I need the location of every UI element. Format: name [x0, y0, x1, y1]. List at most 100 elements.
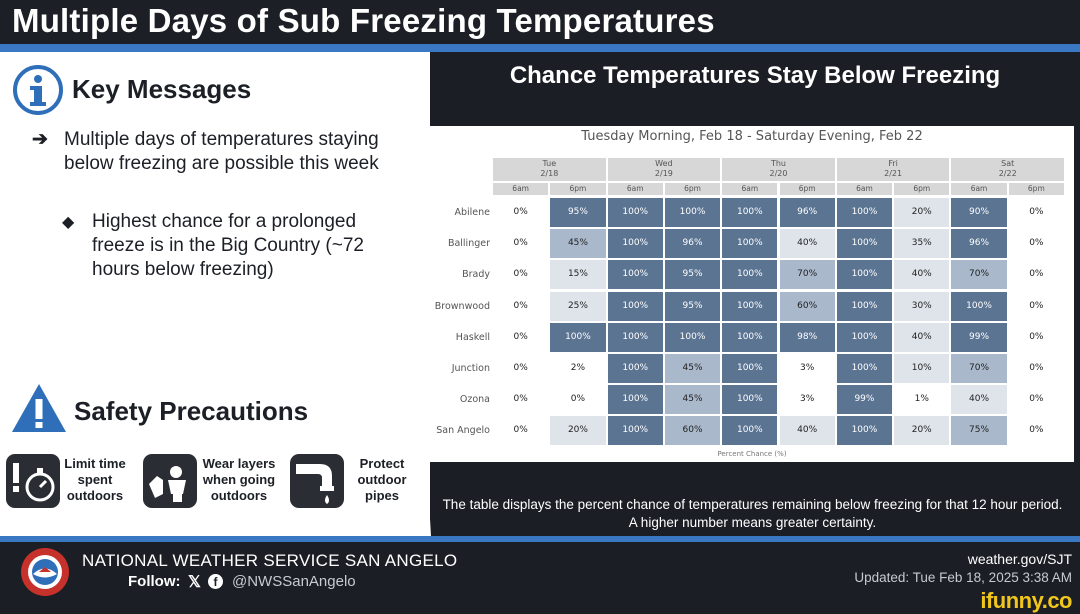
day-header: Sat 2/22 — [951, 158, 1064, 181]
table-cell: 0% — [1008, 354, 1064, 383]
table-cell: 0% — [493, 385, 549, 415]
facebook-icon[interactable]: f — [208, 574, 223, 589]
table-cell: 40% — [894, 260, 950, 290]
day-header: Tue 2/18 — [493, 158, 606, 181]
table-cell: 100% — [722, 322, 778, 352]
social-handle[interactable]: @NWSSanAngelo — [232, 573, 356, 590]
tip-wear-layers: Wear layers when going outdoors — [143, 452, 283, 510]
table-cell: 30% — [894, 291, 950, 321]
table-cell: 100% — [607, 198, 663, 227]
tip-label: Wear layers when going outdoors — [202, 456, 276, 503]
table-cell: 45% — [550, 229, 606, 259]
table-cell: 100% — [836, 229, 893, 259]
table-cell: 40% — [951, 385, 1007, 415]
table-cell: 0% — [493, 260, 549, 290]
table-cell: 10% — [894, 354, 950, 383]
table-cell: 100% — [951, 291, 1007, 321]
key-message-text: Multiple days of temperatures staying be… — [64, 129, 379, 174]
key-messages-panel — [0, 52, 430, 536]
table-footer-label: Percent Chance (%) — [717, 450, 787, 458]
table-cell: 100% — [607, 260, 663, 290]
table-cell: 40% — [779, 416, 835, 446]
table-cell: 100% — [722, 229, 778, 259]
table-cell: 45% — [664, 354, 721, 383]
table-cell: 0% — [1008, 198, 1064, 227]
table-cell: 95% — [550, 198, 606, 227]
website-link[interactable]: weather.gov/SJT — [967, 551, 1072, 567]
table-cell: 60% — [664, 416, 721, 446]
table-cell: 100% — [607, 229, 663, 259]
table-cell: 70% — [779, 260, 835, 290]
clothing-icon — [143, 454, 197, 508]
x-social-icon[interactable]: 𝕏 — [188, 574, 201, 591]
tip-protect-pipes: Protect outdoor pipes — [290, 452, 415, 510]
table-cell: 0% — [493, 354, 549, 383]
period-header: 6pm — [550, 183, 606, 195]
table-cell: 0% — [1008, 229, 1064, 259]
diamond-bullet-icon: ◆ — [62, 214, 75, 231]
pipe-icon — [290, 454, 344, 508]
table-cell: 100% — [607, 416, 663, 446]
table-cell: 0% — [550, 385, 606, 415]
table-cell: 95% — [664, 260, 721, 290]
key-message-subtext: Highest chance for a prolonged freeze is… — [92, 211, 364, 280]
table-cell: 100% — [836, 322, 893, 352]
table-cell: 100% — [836, 354, 893, 383]
location-label: Ballinger — [447, 238, 490, 250]
location-label: San Angelo — [436, 425, 490, 437]
arrow-bullet-icon: ➔ — [32, 129, 48, 150]
table-cell: 0% — [493, 198, 549, 227]
tip-label: Limit time spent outdoors — [64, 456, 126, 503]
period-header: 6am — [493, 183, 549, 195]
table-cell: 100% — [607, 354, 663, 383]
table-cell: 40% — [779, 229, 835, 259]
warning-icon — [12, 384, 66, 432]
table-cell: 2% — [550, 354, 606, 383]
period-header: 6pm — [779, 183, 835, 195]
accent-strip-bottom — [0, 536, 1080, 542]
table-cell: 100% — [722, 198, 778, 227]
location-label: Brownwood — [434, 300, 490, 312]
table-cell: 100% — [550, 322, 606, 352]
follow-label: Follow: — [128, 573, 181, 590]
watermark: ifunny.co — [980, 588, 1072, 613]
period-header: 6am — [722, 183, 778, 195]
office-name: NATIONAL WEATHER SERVICE SAN ANGELO — [82, 551, 458, 570]
table-cell: 99% — [836, 385, 893, 415]
table-cell: 100% — [607, 385, 663, 415]
table-cell: 95% — [664, 291, 721, 321]
chart-caption: The table displays the percent chance of… — [442, 497, 1063, 530]
location-label: Junction — [451, 363, 490, 374]
stopwatch-icon — [6, 454, 60, 508]
table-cell: 100% — [836, 291, 893, 321]
table-cell: 100% — [722, 260, 778, 290]
period-header: 6pm — [1008, 183, 1064, 195]
day-header: Thu 2/20 — [722, 158, 835, 181]
title-bar: Multiple Days of Sub Freezing Temperatur… — [0, 0, 1080, 44]
day-header: Fri 2/21 — [836, 158, 950, 181]
table-cell: 90% — [951, 198, 1007, 227]
table-cell: 0% — [1008, 385, 1064, 415]
table-cell: 0% — [1008, 291, 1064, 321]
table-cell: 100% — [664, 322, 721, 352]
table-cell: 25% — [550, 291, 606, 321]
table-cell: 98% — [779, 322, 835, 352]
table-cell: 0% — [493, 322, 549, 352]
table-cell: 1% — [894, 385, 950, 415]
table-cell: 0% — [493, 291, 549, 321]
table-cell: 100% — [836, 416, 893, 446]
table-cell: 96% — [664, 229, 721, 259]
page-title: Multiple Days of Sub Freezing Temperatur… — [12, 2, 715, 39]
freeze-chance-table: Tuesday Morning, Feb 18 - Saturday Eveni… — [430, 126, 1074, 462]
table-cell: 3% — [779, 354, 835, 383]
table-cell: 100% — [722, 291, 778, 321]
updated-timestamp: Updated: Tue Feb 18, 2025 3:38 AM — [854, 570, 1072, 585]
table-cell: 0% — [1008, 416, 1064, 446]
location-label: Abilene — [454, 207, 490, 218]
location-label: Brady — [462, 269, 490, 281]
table-cell: 40% — [894, 322, 950, 352]
table-cell: 100% — [664, 198, 721, 227]
table-cell: 60% — [779, 291, 835, 321]
panel-diagonal-edge — [403, 52, 431, 536]
